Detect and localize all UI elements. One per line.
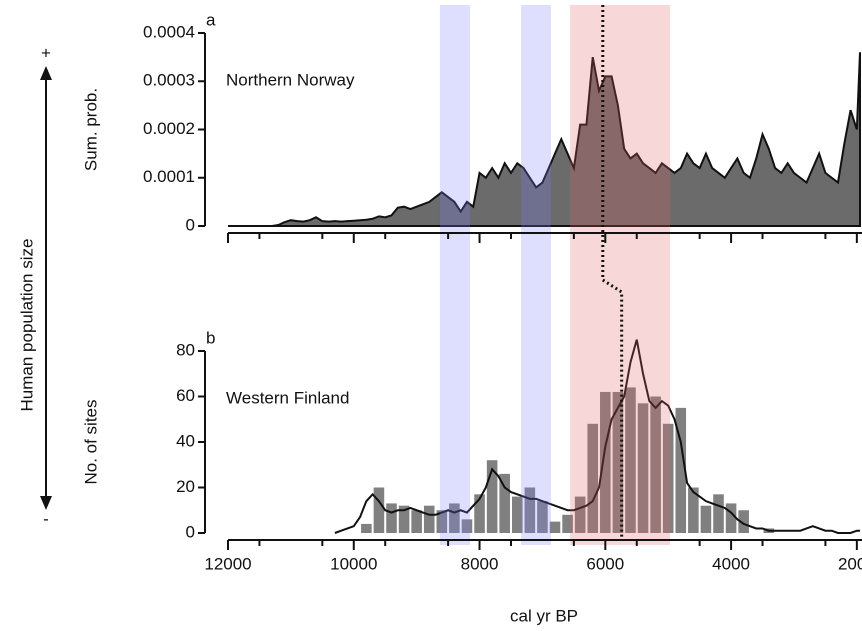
bar xyxy=(738,510,749,533)
bar xyxy=(537,501,548,533)
x-tick-label: 6000 xyxy=(586,554,624,573)
y-tick-label: 20 xyxy=(176,477,195,496)
x-tick-label: 2000 xyxy=(838,554,862,573)
y-tick-label: 0.0003 xyxy=(143,71,195,90)
x-tick-label: 12000 xyxy=(204,554,251,573)
bar xyxy=(688,487,699,533)
bar xyxy=(600,391,611,533)
bar xyxy=(562,514,573,533)
bar xyxy=(549,521,561,533)
side-label: Human population size xyxy=(17,239,36,412)
data-layer xyxy=(228,52,861,534)
bar xyxy=(524,487,536,533)
bar xyxy=(637,403,649,533)
plus-sign: + xyxy=(41,43,51,62)
x-axis-label: cal yr BP xyxy=(510,606,578,625)
y-axis-label: Sum. prob. xyxy=(81,88,100,171)
y-tick-label: 0 xyxy=(186,215,195,234)
x-tick-label: 10000 xyxy=(330,554,377,573)
bar xyxy=(361,523,372,533)
y-tick-label: 40 xyxy=(176,431,195,450)
y-tick-label: 0.0001 xyxy=(143,167,195,186)
bar xyxy=(474,494,485,533)
panel-label: b xyxy=(206,328,215,347)
arrow-head-up xyxy=(40,66,52,80)
bar xyxy=(486,460,498,533)
bar xyxy=(700,505,712,533)
bar xyxy=(574,496,586,533)
y-tick-label: 80 xyxy=(176,340,195,359)
x-tick-label: 8000 xyxy=(461,554,499,573)
y-tick-label: 0.0004 xyxy=(143,22,195,41)
axis-layer: 0 0.0001 0.0002 0.0003 0.0004 Sum. prob. a Nort… xyxy=(81,10,862,625)
minus-sign: - xyxy=(43,509,49,528)
period-band xyxy=(521,5,551,545)
area xyxy=(228,52,861,227)
bar xyxy=(436,510,448,533)
overlay-layer xyxy=(439,5,671,545)
y-tick-label: 60 xyxy=(176,386,195,405)
bar xyxy=(386,503,397,533)
bar xyxy=(461,519,473,533)
bar xyxy=(662,423,674,533)
bar xyxy=(373,487,385,533)
dotted-marker xyxy=(601,5,624,540)
bar xyxy=(411,510,422,533)
y-tick-label: 0.0002 xyxy=(143,119,195,138)
arrow-head-down xyxy=(40,496,52,510)
bar xyxy=(398,505,410,533)
bar xyxy=(511,496,523,533)
bar xyxy=(499,473,510,533)
bar xyxy=(587,423,599,533)
bar xyxy=(675,407,687,533)
y-axis-label: No. of sites xyxy=(81,399,100,484)
bar xyxy=(713,494,724,533)
bar xyxy=(423,505,435,533)
region-label: Western Finland xyxy=(226,388,349,407)
period-band xyxy=(570,5,671,545)
bar xyxy=(612,391,624,533)
bar xyxy=(625,387,636,533)
y-tick-label: 0 xyxy=(186,522,195,541)
bar xyxy=(650,396,661,533)
x-tick-label: 4000 xyxy=(712,554,750,573)
region-label: Northern Norway xyxy=(226,70,355,89)
bar xyxy=(449,503,460,533)
bar xyxy=(725,503,737,533)
period-band xyxy=(439,5,471,545)
density-line xyxy=(334,339,860,534)
panel-label: a xyxy=(206,10,216,29)
